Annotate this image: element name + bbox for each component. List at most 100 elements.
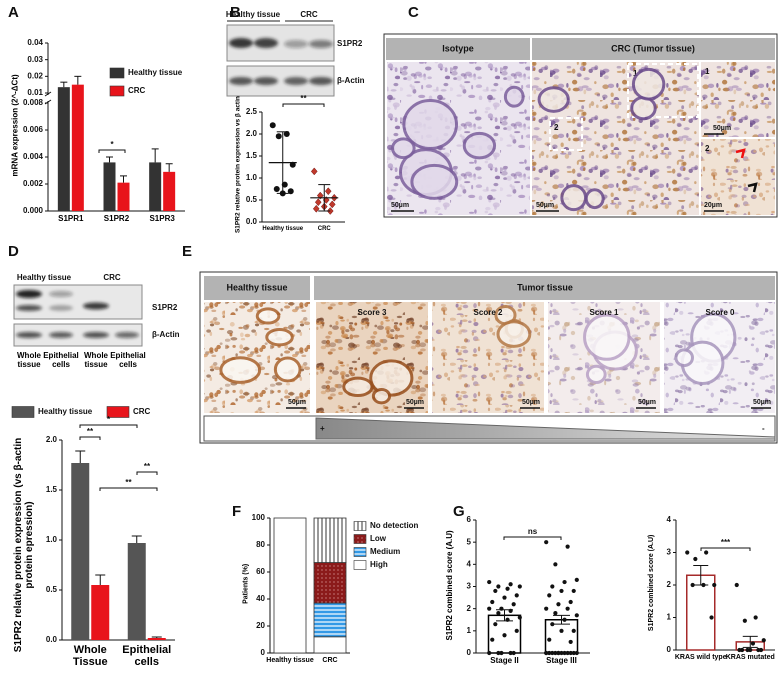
gland <box>371 388 392 405</box>
bar <box>91 585 110 640</box>
significance-bracket <box>79 424 138 428</box>
data-point <box>565 544 570 549</box>
gland <box>503 85 525 108</box>
y-tick-label: 0.000 <box>23 206 44 215</box>
gland <box>391 137 416 160</box>
legend-label: High <box>370 560 388 569</box>
gland <box>496 320 532 348</box>
blot-group: CRC <box>300 10 318 19</box>
y-tick-label: 5 <box>467 537 472 546</box>
gland <box>255 307 281 325</box>
data-point <box>273 186 280 192</box>
gland <box>537 86 570 113</box>
bar <box>103 162 116 211</box>
x-tick-label: Whole Tissue <box>72 644 108 669</box>
error-bar <box>131 535 142 543</box>
gland <box>369 359 414 397</box>
zoom-label: 1 <box>633 69 638 78</box>
panel-letter: G <box>453 503 465 520</box>
gland <box>410 163 459 200</box>
gland <box>674 348 694 368</box>
significance-label: ** <box>144 462 151 471</box>
bar <box>147 638 166 640</box>
data-point <box>565 650 570 656</box>
x-tick-label: Healthy tissue <box>262 226 304 232</box>
x-tick-label: Stage II <box>490 656 519 665</box>
error-bar <box>95 574 106 585</box>
legend-label: CRC <box>133 407 151 416</box>
error-bar <box>74 75 82 85</box>
x-tick-label: Healthy tissue <box>266 657 314 664</box>
data-point <box>693 556 698 562</box>
significance-bracket <box>99 487 158 491</box>
data-point <box>283 131 290 137</box>
header-cell <box>386 38 530 60</box>
data-point <box>574 650 579 656</box>
header-cell <box>314 276 775 300</box>
y-tick-label: 40 <box>256 594 265 603</box>
significance-bracket <box>282 103 325 107</box>
data-point <box>487 606 492 611</box>
data-point <box>496 650 501 656</box>
legend-swatch <box>106 406 130 418</box>
data-point <box>750 641 756 646</box>
scale-text: 50µm <box>713 125 731 132</box>
panel-c-overlays: 1 2 1 2 50µm 50µm 50µm 20µm <box>391 63 758 212</box>
data-point <box>547 593 552 598</box>
y-tick-label: 6 <box>467 515 472 524</box>
x-tick-label: KRAS wild type <box>674 654 727 661</box>
gland <box>265 328 294 347</box>
data-point <box>568 650 573 656</box>
data-point <box>287 188 294 195</box>
data-point <box>505 586 510 591</box>
y-axis-label: S1PR2 combined score (A.U) <box>648 534 656 632</box>
arrow-mark <box>735 148 746 159</box>
y-tick-label: 60 <box>256 567 265 576</box>
data-point <box>562 650 567 656</box>
y-axis-label: S1PR2 relative protein expression vs β a… <box>234 96 242 234</box>
scale-text: 50µm <box>288 399 306 406</box>
header-text: CRC (Tumor tissue) <box>611 43 695 53</box>
gland <box>402 99 459 151</box>
significance-bracket <box>700 547 751 551</box>
blot-lane-label: Epithelial cells <box>43 351 79 369</box>
y-tick-label: 2.0 <box>46 435 58 444</box>
western-blot: Healthy tissue CRC S1PR2 β-Actin <box>226 10 365 97</box>
data-point <box>565 606 570 611</box>
scale-text: 20µm <box>704 202 722 209</box>
y-axis-label: S1PR2 combined score (A.U) <box>444 529 454 641</box>
gland <box>219 356 262 384</box>
data-point <box>493 588 498 594</box>
zoom-box <box>549 117 583 151</box>
gradient-wedge <box>315 417 776 440</box>
inset-label: 1 <box>705 67 710 76</box>
significance-bracket <box>98 149 126 153</box>
histology-image <box>432 302 544 413</box>
data-point <box>562 579 567 585</box>
data-point <box>761 638 766 643</box>
significance-label: * <box>107 415 111 424</box>
significance-label: *** <box>721 538 731 547</box>
gland <box>462 131 497 160</box>
significance-label: ** <box>87 427 94 436</box>
y-tick-label: 2.0 <box>246 129 258 138</box>
y-tick-label: 2.5 <box>246 107 258 116</box>
panel-letter: C <box>408 4 419 21</box>
score-label: Score 0 <box>706 308 735 317</box>
blot-lane-label: Whole tissue <box>84 351 108 369</box>
legend-label: Healthy tissue <box>128 68 183 77</box>
blot-bands <box>229 38 333 85</box>
significance-label: ns <box>528 527 538 536</box>
data-point <box>571 628 576 633</box>
blot-bands <box>16 290 139 338</box>
data-point <box>511 650 516 656</box>
data-point <box>508 650 513 656</box>
gland <box>560 184 588 212</box>
blot-strip <box>13 284 143 320</box>
data-point <box>568 599 573 605</box>
scale-text: 50µm <box>536 202 554 209</box>
gland <box>585 364 607 385</box>
score-label: Score 1 <box>590 308 619 317</box>
blot-row-label: β-Actin <box>337 76 365 85</box>
